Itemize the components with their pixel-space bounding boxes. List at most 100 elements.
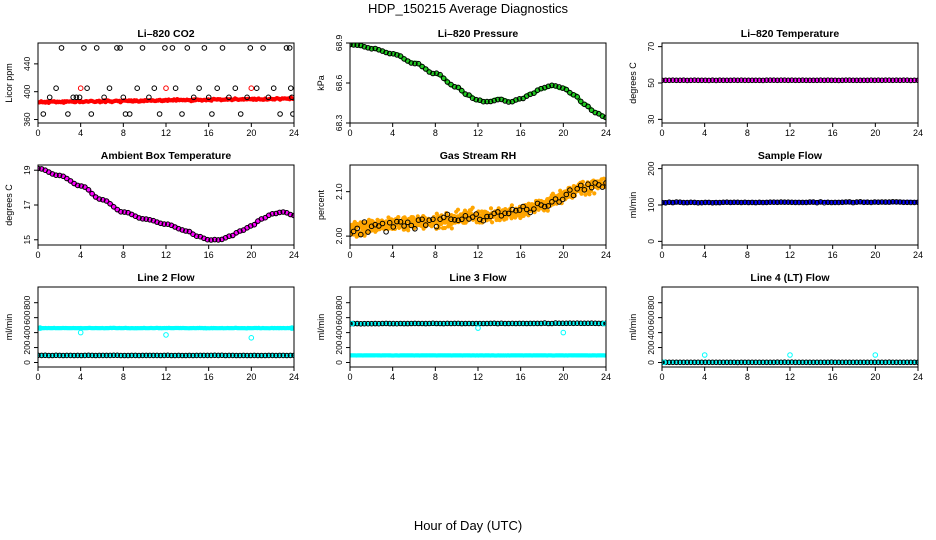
data-point [585,320,591,327]
data-point [480,217,487,224]
data-point [475,325,481,331]
data-point [556,84,562,90]
data-point [139,352,146,359]
data-point [466,320,472,327]
data-point [46,352,52,359]
data-point [814,359,820,366]
data-point [118,352,124,359]
data-point [502,320,508,327]
x-tick-label: 0 [347,250,352,260]
data-point [882,77,889,83]
data-point [183,352,189,359]
data-point [513,207,519,214]
x-tick-label: 12 [785,128,795,138]
y-tick-label: 200 [22,340,32,354]
y-axis-title: ml/min [4,314,14,341]
data-point [763,359,770,366]
data-layer [662,199,918,206]
data-point [516,96,523,102]
series-black-points [350,43,606,121]
data-point [473,211,480,217]
data-point [821,199,828,206]
data-point [488,206,494,211]
data-layer [350,320,606,358]
data-point [480,320,487,327]
data-point [893,77,900,83]
data-point [752,359,759,366]
data-point [397,219,404,225]
data-point [578,182,584,189]
data-point [601,320,606,327]
panel-co2: Li–820 CO2 Licor ppm 0 4 8 12 16 20 24 360 400 440 [4,28,299,138]
data-point [875,359,882,366]
data-point [226,352,232,359]
data-point [890,359,896,366]
data-point [237,111,244,117]
x-tick-label: 8 [745,250,750,260]
data-point [828,77,835,84]
data-point [408,320,415,327]
data-point [449,226,454,231]
data-point [415,60,422,67]
x-tick-label: 16 [516,128,526,138]
data-point [172,352,178,359]
data-point [396,215,401,220]
panel-rh: Gas Stream RH percent 0 4 8 12 16 20 24 2.00 2.10 [316,150,611,260]
data-point [908,359,914,366]
data-point [666,77,673,84]
data-point [215,352,222,359]
x-tick-label: 16 [828,128,838,138]
data-point [911,359,918,366]
data-point [110,352,117,359]
y-tick-label: 200 [646,161,656,175]
data-point [422,320,429,327]
data-point [383,229,389,235]
data-point [774,199,781,206]
data-point [897,359,903,366]
data-point [287,352,294,359]
data-point [121,352,128,359]
data-point [350,43,357,48]
y-tick-label: 600 [334,310,344,324]
data-point [799,77,806,83]
data-point [810,77,817,84]
data-point [38,325,43,331]
data-point [82,352,88,359]
series-cyan-line [350,353,606,358]
data-point [688,359,694,366]
x-tick-label: 20 [558,128,568,138]
data-point [796,359,802,366]
data-point [147,352,153,359]
data-point [77,85,84,91]
data-point [156,111,163,117]
x-tick-label: 24 [289,250,299,260]
data-point [383,320,389,327]
data-point [868,359,874,366]
plot-frame [37,42,295,124]
data-point [850,199,856,206]
x-tick-label: 16 [204,250,214,260]
data-point [559,320,566,327]
data-point [397,320,404,327]
data-point [559,196,566,203]
x-tick-label: 20 [558,250,568,260]
data-layer [38,45,294,117]
data-point [563,191,570,198]
data-point [126,111,133,117]
data-point [872,352,879,358]
data-point [684,199,691,206]
data-point [545,208,550,213]
data-point [814,199,820,206]
data-point [211,352,218,359]
data-point [361,44,368,50]
data-point [350,320,355,327]
data-point [670,77,676,83]
data-point [771,359,777,366]
data-point [196,85,202,91]
x-tick-label: 0 [347,372,352,382]
data-point [480,98,487,105]
y-tick-label: 200 [646,340,656,354]
data-point [810,199,817,205]
data-point [448,216,454,222]
data-point [289,325,294,331]
